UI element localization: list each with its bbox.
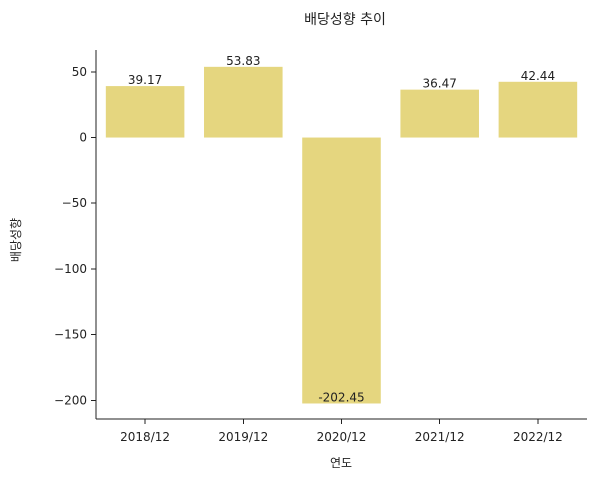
y-tick-label-2: −100	[54, 262, 87, 276]
x-tick-label-2020-12: 2020/12	[317, 430, 367, 444]
chart-title: 배당성향 추이	[304, 12, 386, 28]
x-axis-label: 연도	[330, 456, 352, 470]
x-tick-label-2022-12: 2022/12	[513, 430, 563, 444]
y-tick-label-3: −50	[62, 196, 87, 210]
bar-2020-12	[302, 137, 381, 404]
y-tick-label-5: 50	[72, 65, 87, 79]
bar-2018-12	[105, 86, 185, 138]
y-tick-label-0: −200	[54, 393, 87, 407]
y-tick-label-1: −150	[54, 328, 87, 342]
x-tick-label-2021-12: 2021/12	[415, 430, 465, 444]
axes-layer: 2018/12 2019/12 2020/12 2021/12 2022/12 −200 −…	[54, 50, 587, 444]
bar-2021-12	[400, 89, 479, 138]
data-label-2020-12: -202.45	[318, 390, 364, 404]
data-label-2021-12: 36.47	[423, 77, 457, 91]
x-tick-label-2019-12: 2019/12	[218, 430, 268, 444]
y-axis-label: 배당성향	[9, 218, 23, 262]
bar-2022-12	[498, 81, 578, 138]
bar-2019-12	[204, 66, 283, 138]
data-label-2019-12: 53.83	[226, 54, 260, 68]
y-axis-label-group: 배당성향	[9, 218, 23, 262]
data-label-2022-12: 42.44	[521, 69, 555, 83]
bars-layer	[105, 66, 578, 404]
y-tick-label-4: 0	[79, 131, 87, 145]
data-labels-layer: 39.17 53.83 -202.45 36.47 42.44	[128, 54, 555, 405]
data-label-2018-12: 39.17	[128, 73, 162, 87]
x-tick-label-2018-12: 2018/12	[120, 430, 170, 444]
